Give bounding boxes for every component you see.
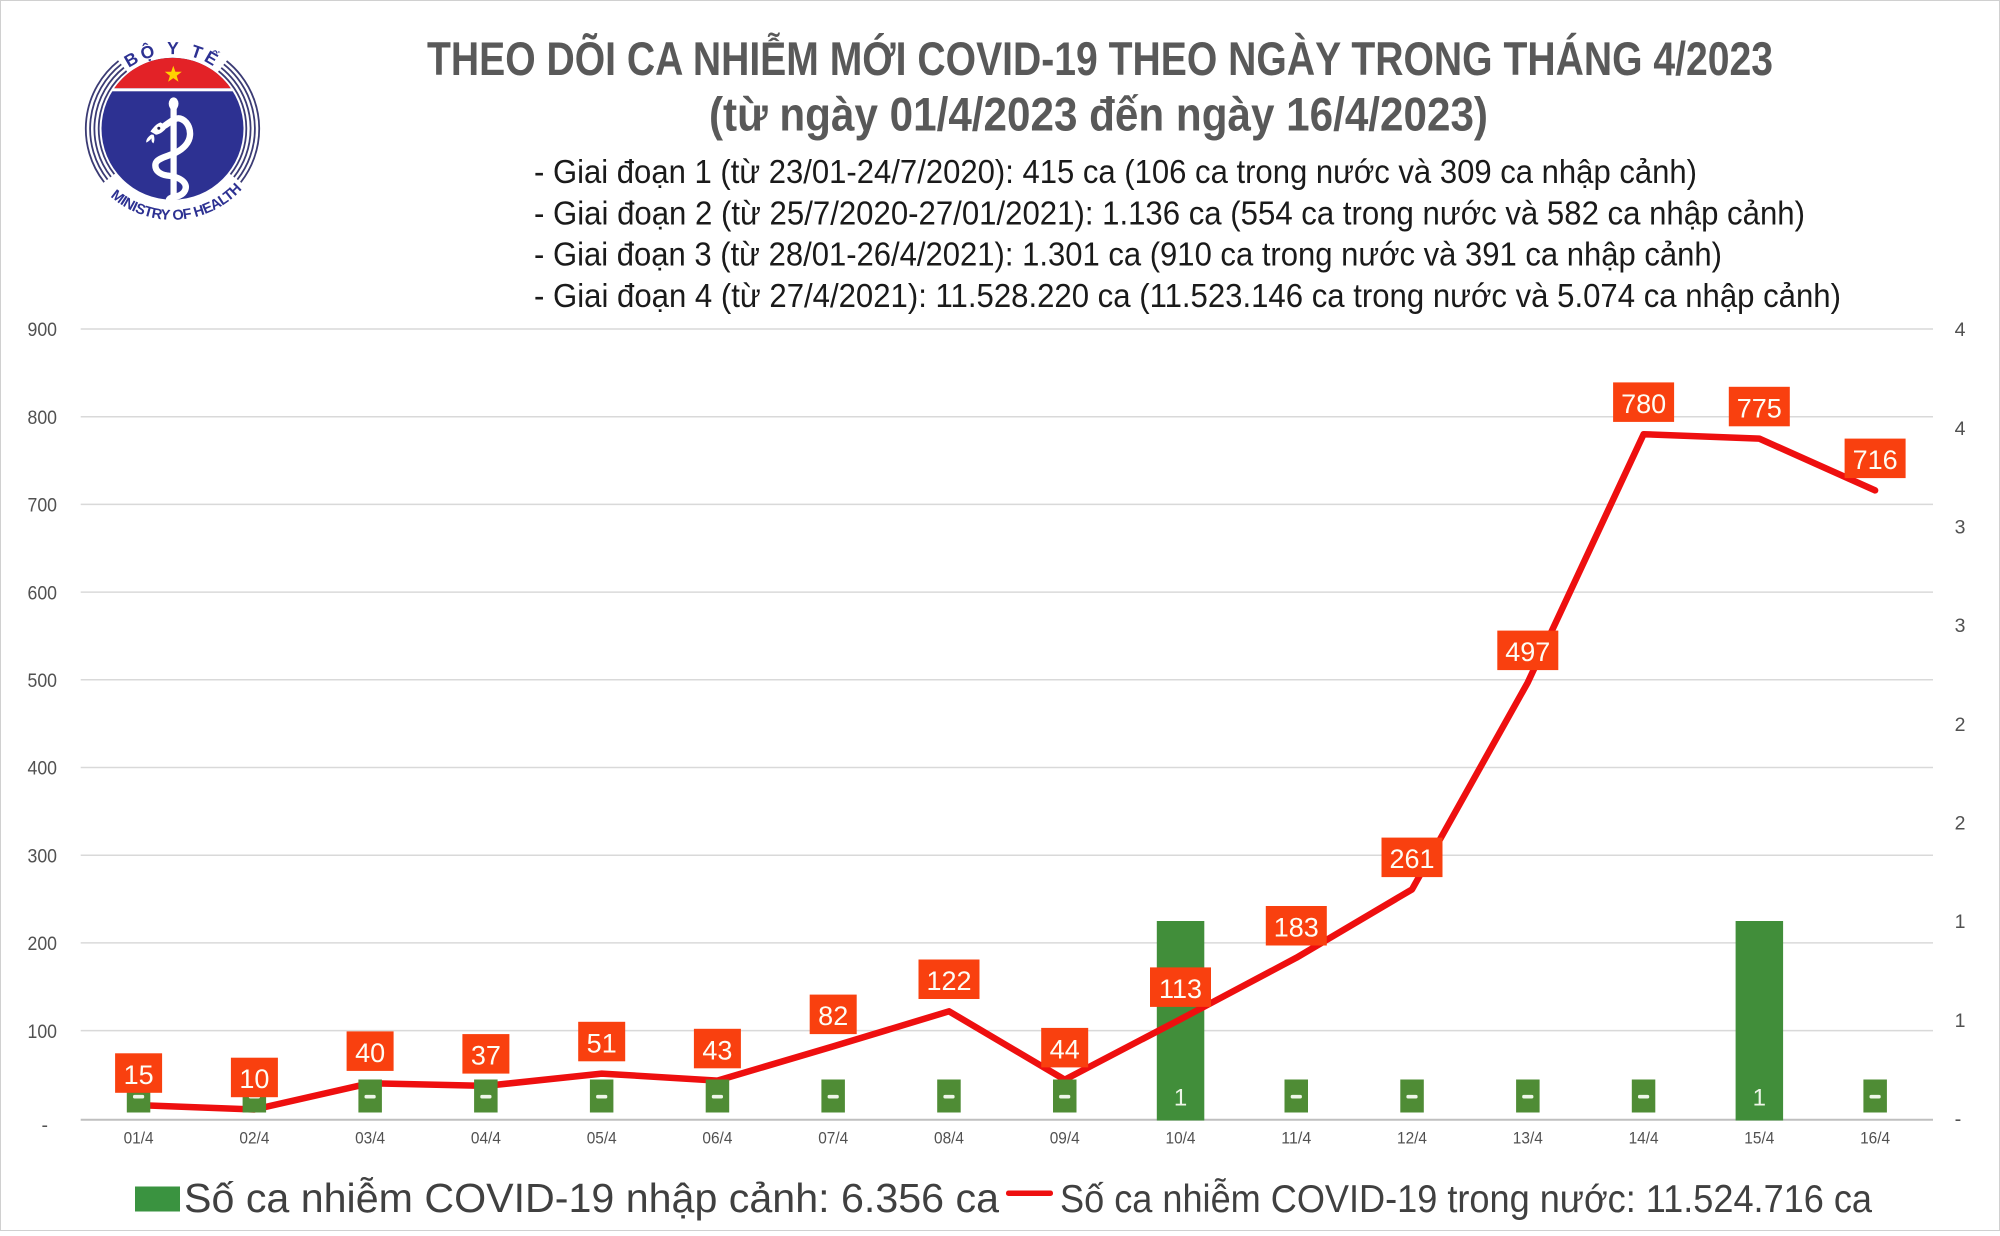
svg-text:1: 1 [1955,911,1966,933]
svg-text:3: 3 [1955,615,1966,637]
svg-text:10: 10 [239,1064,269,1094]
svg-text:16/4: 16/4 [1860,1129,1890,1148]
svg-text:2: 2 [1955,714,1966,736]
svg-text:THEO DÕI CA NHIỄM MỚI COVID-19: THEO DÕI CA NHIỄM MỚI COVID-19 THEO NGÀY… [427,32,1773,85]
svg-text:-: - [1955,1109,1962,1131]
svg-text:44: 44 [1050,1034,1080,1064]
svg-text:700: 700 [28,495,58,517]
svg-text:43: 43 [702,1035,732,1065]
svg-text:900: 900 [28,319,58,341]
svg-text:1: 1 [1174,1085,1187,1112]
svg-text:- Giai đoạn 4 (từ 27/4/2021):: - Giai đoạn 4 (từ 27/4/2021): 11.528.220… [534,277,1841,314]
svg-text:40: 40 [355,1038,385,1068]
svg-text:1: 1 [1753,1085,1766,1112]
svg-text:800: 800 [28,407,58,429]
svg-text:-: - [42,1115,49,1137]
svg-text:02/4: 02/4 [239,1129,269,1148]
svg-text:497: 497 [1505,637,1550,667]
svg-text:37: 37 [471,1041,501,1071]
svg-text:1: 1 [1955,1010,1966,1032]
svg-text:400: 400 [28,758,58,780]
svg-text:Số ca nhiễm COVID-19 nhập cảnh: Số ca nhiễm COVID-19 nhập cảnh: 6.356 ca [184,1175,999,1221]
svg-text:600: 600 [28,582,58,604]
svg-text:775: 775 [1737,393,1782,423]
svg-text:- Giai đoạn 3 (từ 28/01-26/4/2: - Giai đoạn 3 (từ 28/01-26/4/2021): 1.30… [534,236,1722,273]
svg-text:08/4: 08/4 [934,1129,964,1148]
svg-text:10/4: 10/4 [1166,1129,1196,1148]
svg-text:100: 100 [28,1021,58,1043]
svg-text:- Giai đoạn 2 (từ 25/7/2020-27: - Giai đoạn 2 (từ 25/7/2020-27/01/2021):… [534,194,1805,231]
svg-text:04/4: 04/4 [471,1129,501,1148]
svg-text:09/4: 09/4 [1050,1129,1080,1148]
svg-text:03/4: 03/4 [355,1129,385,1148]
svg-text:12/4: 12/4 [1397,1129,1427,1148]
svg-text:11/4: 11/4 [1281,1129,1311,1148]
svg-text:4: 4 [1955,319,1966,341]
svg-text:82: 82 [818,1001,848,1031]
svg-text:05/4: 05/4 [587,1129,617,1148]
svg-text:122: 122 [926,966,971,996]
svg-text:113: 113 [1159,974,1202,1004]
svg-text:261: 261 [1389,844,1434,874]
svg-text:183: 183 [1274,913,1319,943]
svg-text:51: 51 [587,1028,617,1058]
svg-text:500: 500 [28,670,58,692]
svg-text:14/4: 14/4 [1629,1129,1659,1148]
svg-text:(từ ngày 01/4/2023 đến ngày 16: (từ ngày 01/4/2023 đến ngày 16/4/2023) [709,88,1488,141]
svg-text:300: 300 [28,845,58,867]
svg-text:07/4: 07/4 [818,1129,848,1148]
svg-text:Số ca nhiễm COVID-19 trong nướ: Số ca nhiễm COVID-19 trong nước: 11.524.… [1060,1178,1873,1221]
svg-text:3: 3 [1955,517,1966,539]
svg-text:4: 4 [1955,418,1966,440]
svg-text:06/4: 06/4 [702,1129,732,1148]
svg-text:15: 15 [124,1060,154,1090]
svg-text:01/4: 01/4 [124,1129,154,1148]
svg-text:200: 200 [28,933,58,955]
svg-text:716: 716 [1853,445,1898,475]
svg-text:- Giai đoạn 1 (từ 23/01-24/7/2: - Giai đoạn 1 (từ 23/01-24/7/2020): 415 … [534,153,1697,190]
svg-text:13/4: 13/4 [1513,1129,1543,1148]
svg-text:2: 2 [1955,813,1966,835]
svg-text:780: 780 [1621,389,1666,419]
svg-text:15/4: 15/4 [1744,1129,1774,1148]
